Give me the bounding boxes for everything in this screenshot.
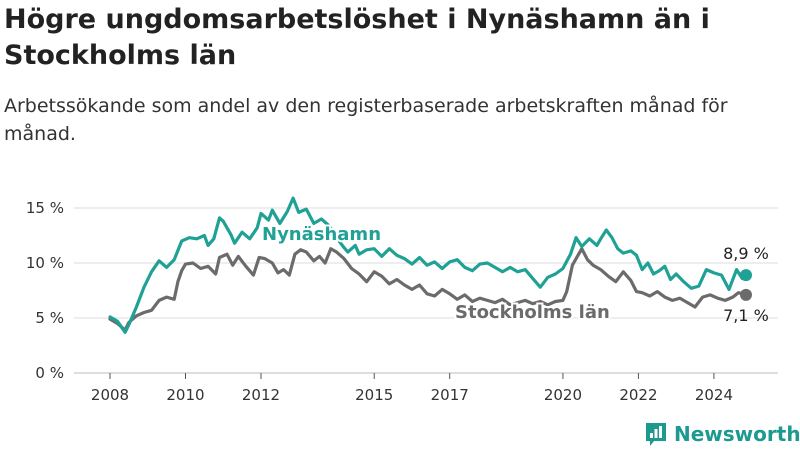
x-tick-label: 2022 — [619, 386, 657, 404]
series-label-stockholm: Stockholms län — [455, 302, 610, 323]
x-tick-label: 2017 — [431, 386, 469, 404]
end-label-stockholm: 7,1 % — [723, 306, 769, 325]
y-axis-ticks: 0 % 5 % 10 % 15 % — [26, 199, 64, 382]
series-layer — [108, 196, 752, 334]
y-tick-label: 5 % — [35, 309, 64, 327]
x-tick-label: 2012 — [242, 386, 280, 404]
end-point-nynashamn — [740, 269, 752, 282]
y-tick-label: 0 % — [35, 364, 64, 382]
y-tick-label: 10 % — [26, 254, 64, 272]
x-tick-label: 2010 — [166, 386, 204, 404]
chart-title: Högre ungdomsarbetslöshet i Nynäshamn än… — [4, 4, 710, 71]
y-tick-label: 15 % — [26, 199, 64, 217]
x-axis-ticks: 2008 2010 2012 2015 2017 2020 2022 2024 — [91, 373, 733, 404]
brand-name: Newsworthy — [674, 422, 800, 446]
newsworthy-brand: Newsworthy — [644, 420, 800, 448]
x-tick-label: 2020 — [544, 386, 582, 404]
x-tick-label: 2024 — [695, 386, 733, 404]
end-label-nynashamn: 8,9 % — [723, 244, 769, 263]
series-line-nynashamn — [108, 196, 748, 334]
series-line-stockholm — [108, 247, 748, 332]
series-label-nynashamn: Nynäshamn — [262, 224, 381, 245]
x-tick-label: 2008 — [91, 386, 129, 404]
end-point-stockholm — [740, 288, 752, 301]
newsworthy-logo-icon — [646, 423, 666, 446]
label-layer: Nynäshamn Stockholms län 8,9 % 7,1 % — [260, 222, 769, 325]
line-chart: 0 %5 %10 %15 % 2008 2010 2012 2015 2017 2020 2… — [26, 196, 778, 404]
x-tick-label: 2015 — [355, 386, 393, 404]
chart-subtitle: Arbetssökande som andel av den registerb… — [4, 95, 728, 145]
